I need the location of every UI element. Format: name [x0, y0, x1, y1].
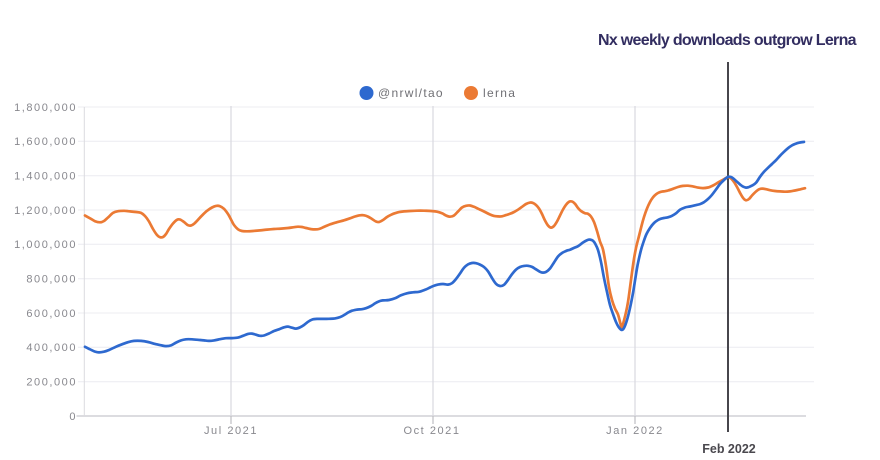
svg-text:600,000: 600,000: [26, 308, 77, 320]
svg-text:800,000: 800,000: [26, 274, 77, 286]
svg-text:1,000,000: 1,000,000: [14, 239, 77, 251]
svg-text:@nrwl/tao: @nrwl/tao: [378, 86, 444, 100]
svg-text:1,800,000: 1,800,000: [14, 102, 77, 114]
svg-text:Nx weekly downloads outgrow Le: Nx weekly downloads outgrow Lerna: [598, 32, 857, 49]
svg-text:Oct 2021: Oct 2021: [403, 425, 460, 437]
svg-text:0: 0: [69, 411, 77, 423]
svg-text:lerna: lerna: [483, 86, 516, 100]
svg-text:200,000: 200,000: [26, 377, 77, 389]
svg-text:Feb 2022: Feb 2022: [702, 442, 756, 456]
svg-text:1,600,000: 1,600,000: [14, 136, 77, 148]
svg-text:400,000: 400,000: [26, 342, 77, 354]
svg-text:Jul 2021: Jul 2021: [204, 425, 258, 437]
svg-text:1,400,000: 1,400,000: [14, 171, 77, 183]
svg-text:Jan 2022: Jan 2022: [606, 425, 664, 437]
svg-text:1,200,000: 1,200,000: [14, 205, 77, 217]
